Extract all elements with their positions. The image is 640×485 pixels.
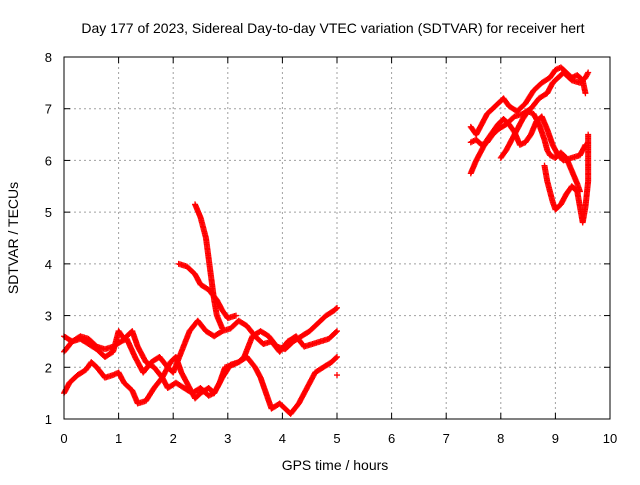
data-point [334,304,340,311]
data-point [334,353,340,360]
x-tick-label: 4 [279,431,286,446]
x-tick-label: 0 [60,431,67,446]
data-point [334,372,340,379]
x-tick-label: 1 [115,431,122,446]
data-point [333,354,340,361]
series-track-e [192,201,226,332]
y-tick-label: 4 [45,257,52,272]
y-tick-label: 2 [45,360,52,375]
data-point [585,69,592,76]
x-tick-label: 7 [443,431,450,446]
plot-area [61,64,592,417]
x-tick-label: 2 [170,431,177,446]
y-tick-label: 7 [45,102,52,117]
y-tick-label: 8 [45,50,52,65]
chart-title: Day 177 of 2023, Sidereal Day-to-day VTE… [81,20,584,36]
data-point [232,312,239,319]
y-tick-label: 5 [45,205,52,220]
x-axis-label: GPS time / hours [282,457,389,473]
x-tick-label: 9 [552,431,559,446]
x-tick-label: 5 [333,431,340,446]
x-tick-label: 10 [603,431,617,446]
y-tick-label: 3 [45,309,52,324]
series-track-c [61,304,340,407]
series-track-g [467,64,589,138]
x-tick-label: 8 [497,431,504,446]
data-point [585,131,592,138]
data-point [333,305,340,312]
y-tick-label: 6 [45,153,52,168]
data-point [584,70,591,77]
series-track-b [61,328,340,417]
data-point [219,325,226,332]
series-track-k [541,131,592,226]
data-point [334,328,340,335]
series-track-f [334,372,340,379]
y-axis-label: SDTVAR / TECUs [5,182,21,294]
data-point [582,90,589,97]
y-tick-label: 1 [45,412,52,427]
data-point [332,329,339,336]
x-tick-label: 6 [388,431,395,446]
series-track-j [497,108,583,195]
x-tick-label: 3 [224,431,231,446]
